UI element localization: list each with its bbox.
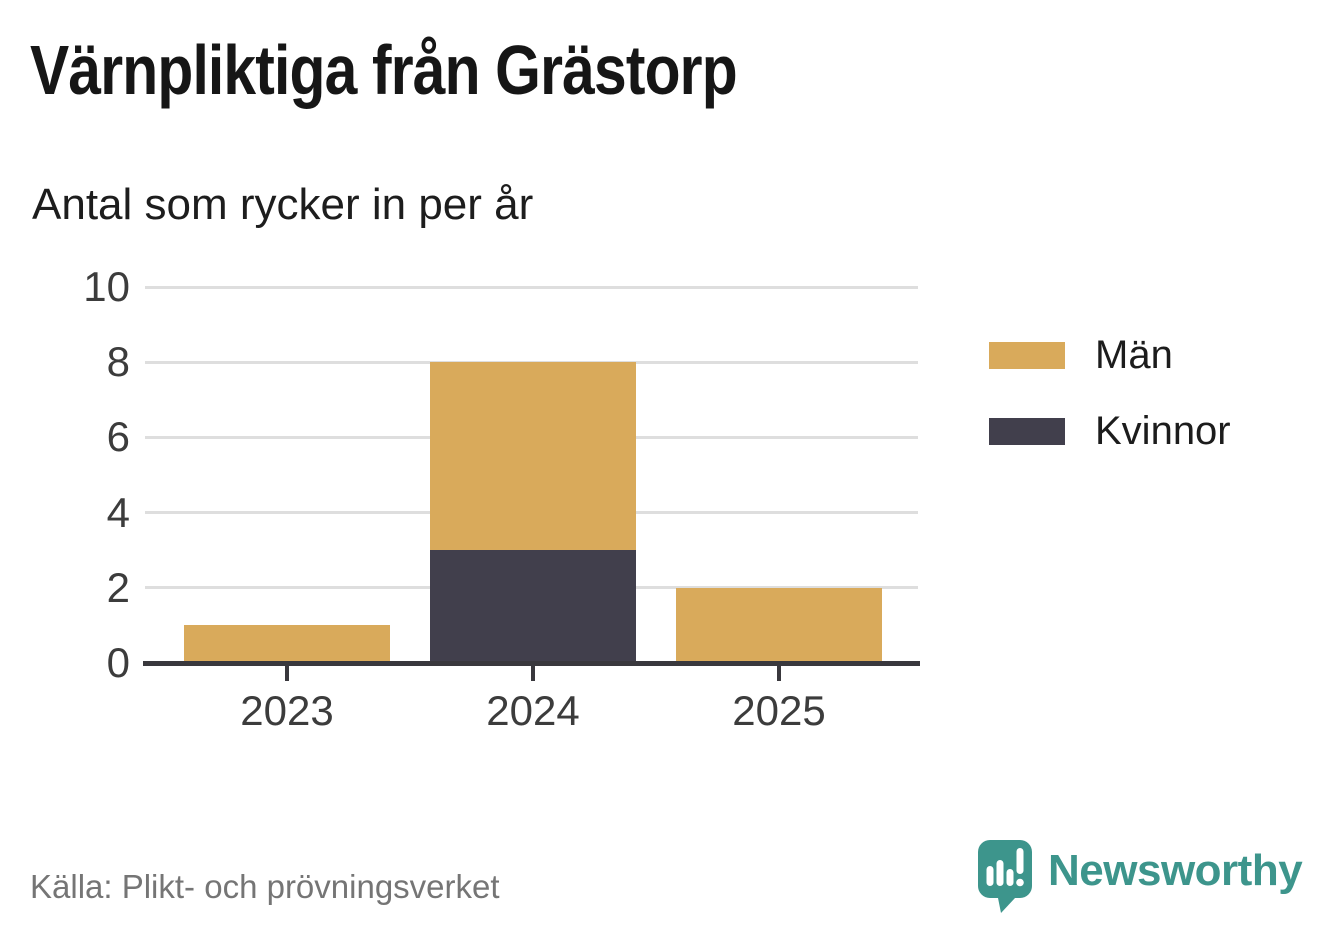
bar-segment-män-2024 — [430, 362, 636, 551]
y-axis-tick-label-6: 6 — [106, 413, 130, 461]
bar-segment-män-2023 — [184, 625, 390, 663]
legend-swatch-män — [989, 341, 1065, 369]
brand-footer: Newsworthy — [978, 840, 1303, 913]
x-axis-tick-2024 — [531, 666, 535, 681]
legend-label-män: Män — [1095, 333, 1173, 377]
bar-segment-kvinnor-2024 — [430, 550, 636, 663]
legend-item-män: Män — [989, 331, 1231, 379]
newsworthy-logo-icon — [978, 840, 1032, 913]
chart-title: Värnpliktiga från Grästorp — [30, 31, 738, 109]
x-axis-tick-label-2025: 2025 — [732, 687, 826, 734]
y-axis-tick-label-0: 0 — [106, 639, 130, 686]
source-note: Källa: Plikt- och prövningsverket — [30, 868, 500, 905]
logo-bar-1-icon — [986, 866, 994, 886]
x-axis-tick-label-2024: 2024 — [486, 687, 580, 734]
legend: Män Kvinnor — [989, 331, 1231, 483]
logo-bar-2-icon — [996, 860, 1004, 886]
logo-exclamation-dot-icon — [1016, 878, 1024, 887]
logo-exclamation-icon — [1016, 848, 1024, 874]
y-axis-tick-label-10: 10 — [83, 263, 130, 310]
y-axis-tick-label-2: 2 — [106, 563, 130, 611]
legend-label-kvinnor: Kvinnor — [1095, 409, 1231, 453]
legend-swatch-kvinnor — [989, 417, 1065, 445]
y-axis-tick-label-4: 4 — [106, 488, 130, 536]
logo-bar-3-icon — [1006, 869, 1014, 886]
y-axis-tick-label-8: 8 — [106, 338, 130, 386]
legend-item-kvinnor: Kvinnor — [989, 407, 1231, 455]
x-axis-tick-label-2023: 2023 — [240, 687, 334, 734]
x-axis-tick-2025 — [777, 666, 781, 681]
chart-subtitle: Antal som rycker in per år — [32, 180, 534, 229]
gridline-10 — [145, 285, 918, 289]
x-axis-tick-2023 — [285, 666, 289, 681]
brand-name: Newsworthy — [1048, 846, 1303, 895]
x-axis-line — [143, 661, 920, 666]
bar-segment-män-2025 — [676, 587, 882, 663]
